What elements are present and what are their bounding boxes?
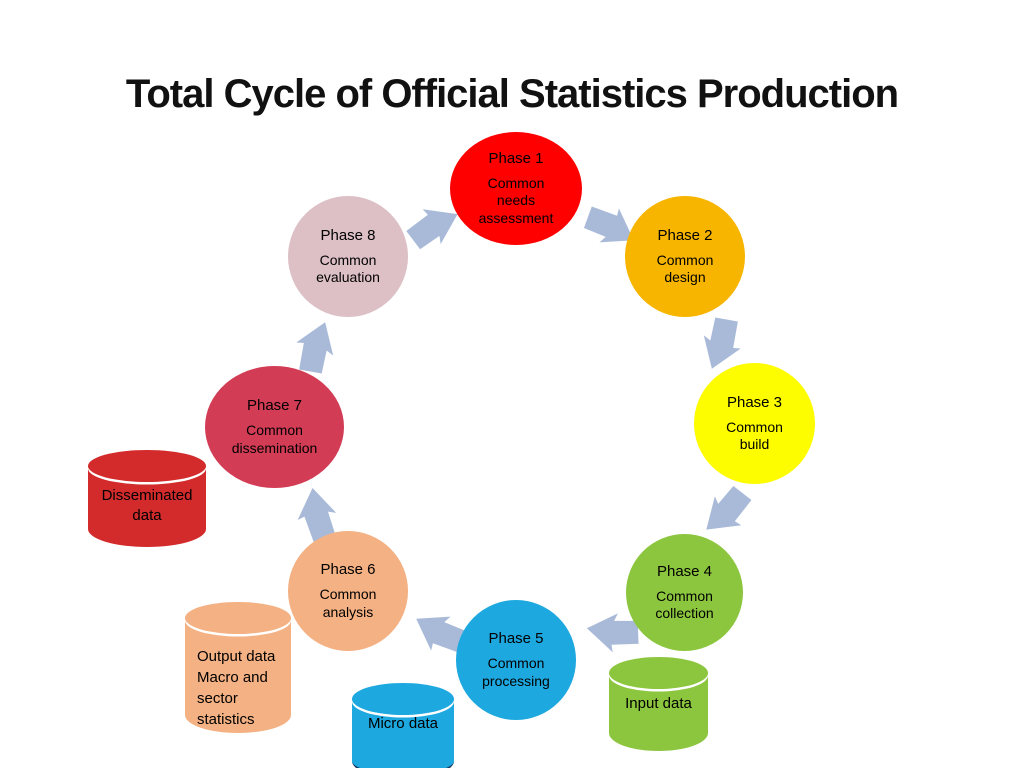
phase-2-label: Phase 2: [657, 226, 713, 244]
phase-8-circle: Phase 8 Common evaluation: [288, 196, 408, 317]
datastore-micro-data-label: Micro data: [367, 715, 439, 732]
phase-6-description: Common analysis: [319, 586, 377, 620]
phase-7-label: Phase 7: [246, 397, 303, 414]
datastore-disseminated-data: Disseminated data: [88, 450, 206, 547]
datastore-disseminated-data-label: Disseminated data: [101, 487, 193, 525]
phase-3-label: Phase 3: [726, 393, 783, 411]
phase-3-description: Common build: [726, 418, 783, 453]
phase-7-description: Common dissemination: [231, 422, 318, 456]
phase-1-label: Phase 1: [488, 149, 544, 167]
cylinder-top: [185, 602, 291, 634]
phase-6-circle: Phase 6 Common analysis: [288, 531, 408, 651]
datastore-micro-data: Micro data: [352, 683, 454, 768]
phase-3-circle: Phase 3 Common build: [694, 363, 815, 484]
arrow-phase6-to-phase7-icon: [290, 483, 343, 545]
phase-8-label: Phase 8: [320, 226, 376, 244]
phase-2-description: Common design: [656, 251, 714, 286]
arrow-phase5-to-phase6-icon: [403, 598, 475, 667]
cylinder-body: [185, 618, 291, 733]
phase-5-label: Phase 5: [488, 630, 544, 647]
phase-2-circle: Phase 2 Common design: [625, 196, 745, 317]
phase-1-circle: Phase 1 Common needs assessment: [450, 132, 582, 245]
arrow-phase7-to-phase8-icon: [284, 312, 348, 381]
arrow-phase2-to-phase3-icon: [689, 309, 753, 378]
arrow-phase3-to-phase4-icon: [690, 476, 762, 547]
phase-4-label: Phase 4: [656, 562, 713, 580]
datastore-output-data-label: Output data Macro and sector statistics: [197, 648, 276, 728]
phase-1-description: Common needs assessment: [478, 174, 554, 226]
phase-5-description: Common processing: [482, 655, 550, 689]
datastore-input-data-label: Input data: [625, 695, 692, 712]
phase-8-description: Common evaluation: [316, 251, 380, 286]
cylinder-top: [88, 450, 206, 482]
phase-5-circle: Phase 5 Common processing: [456, 600, 576, 720]
phase-4-circle: Phase 4 Common collection: [626, 534, 743, 651]
cylinder-top: [609, 657, 708, 689]
phase-6-label: Phase 6: [320, 561, 376, 578]
phase-4-description: Common collection: [655, 587, 714, 622]
slide-title: Total Cycle of Official Statistics Produ…: [125, 72, 899, 116]
arrow-phase1-to-phase2-icon: [575, 193, 647, 262]
cylinder-top: [352, 683, 454, 715]
datastore-input-data: Input data: [609, 657, 708, 751]
phase-7-circle: Phase 7 Common dissemination: [205, 366, 344, 488]
datastore-output-data: Output data Macro and sector statistics: [185, 602, 291, 733]
arrow-phase8-to-phase1-icon: [399, 193, 469, 258]
arrow-phase4-to-phase5-icon: [581, 604, 644, 659]
